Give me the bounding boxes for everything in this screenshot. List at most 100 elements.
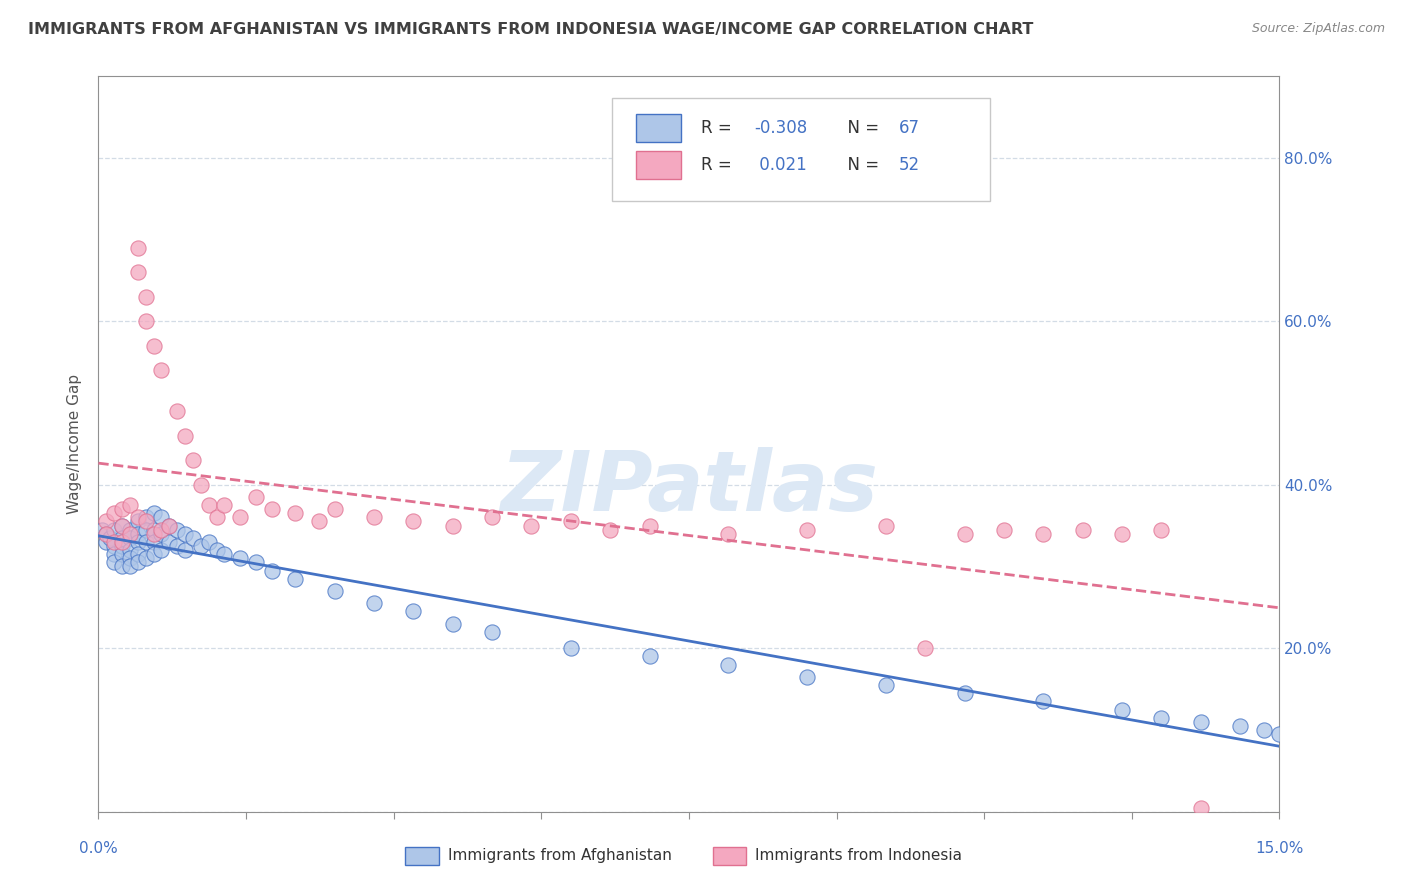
Point <box>363 596 385 610</box>
Point <box>520 518 543 533</box>
Point <box>1111 702 1133 716</box>
Point <box>127 547 149 561</box>
Point <box>142 506 165 520</box>
Point <box>150 523 173 537</box>
Point <box>205 510 228 524</box>
Point <box>560 641 582 656</box>
Text: -0.308: -0.308 <box>754 119 807 137</box>
Point <box>229 510 252 524</box>
Point <box>127 265 149 279</box>
Point <box>111 518 134 533</box>
Point <box>103 506 125 520</box>
Point <box>197 498 219 512</box>
Point <box>96 515 118 529</box>
Point <box>205 543 228 558</box>
Point <box>150 526 173 541</box>
FancyBboxPatch shape <box>612 98 990 201</box>
Point <box>1032 694 1054 708</box>
Point <box>142 547 165 561</box>
Point <box>118 543 141 558</box>
Point <box>796 523 818 537</box>
Bar <box>405 847 439 865</box>
Point <box>638 518 661 533</box>
Point <box>111 559 134 574</box>
Point <box>481 510 503 524</box>
Point <box>166 523 188 537</box>
Text: 15.0%: 15.0% <box>1256 841 1303 856</box>
Text: ZIPatlas: ZIPatlas <box>501 448 877 528</box>
Point <box>103 539 125 553</box>
Y-axis label: Wage/Income Gap: Wage/Income Gap <box>67 374 83 514</box>
Point <box>245 490 267 504</box>
Point <box>174 526 197 541</box>
Point <box>96 526 118 541</box>
Point <box>111 534 134 549</box>
Point <box>127 526 149 541</box>
Point <box>135 523 157 537</box>
Point <box>118 523 141 537</box>
Point <box>638 649 661 664</box>
Point <box>166 539 188 553</box>
Point <box>197 534 219 549</box>
Point <box>135 515 157 529</box>
Point <box>142 338 165 352</box>
Point <box>363 510 385 524</box>
Text: 0.0%: 0.0% <box>79 841 118 856</box>
Point <box>481 624 503 639</box>
Point <box>127 240 149 255</box>
Point <box>150 363 173 377</box>
Point <box>190 477 212 491</box>
Point <box>284 506 307 520</box>
Point <box>181 453 204 467</box>
Point <box>127 555 149 569</box>
Point <box>1189 800 1212 814</box>
Point <box>1111 526 1133 541</box>
Point <box>96 526 118 541</box>
Text: Immigrants from Indonesia: Immigrants from Indonesia <box>755 848 962 863</box>
Point <box>157 518 180 533</box>
Text: 67: 67 <box>900 119 920 137</box>
Point <box>157 518 180 533</box>
Point <box>127 510 149 524</box>
Point <box>875 518 897 533</box>
Point <box>260 564 283 578</box>
Point <box>118 551 141 566</box>
Point <box>150 510 173 524</box>
Point <box>166 404 188 418</box>
Point <box>599 523 621 537</box>
Point <box>1150 523 1173 537</box>
Point <box>1150 711 1173 725</box>
Point <box>96 534 118 549</box>
Point <box>135 551 157 566</box>
Point <box>174 543 197 558</box>
Point <box>229 551 252 566</box>
Point <box>190 539 212 553</box>
Point <box>323 583 346 598</box>
Text: N =: N = <box>837 119 884 137</box>
Point <box>1032 526 1054 541</box>
Point <box>1189 714 1212 729</box>
Point <box>323 502 346 516</box>
Point <box>111 518 134 533</box>
Point <box>174 428 197 442</box>
Point <box>111 547 134 561</box>
Point <box>953 686 976 700</box>
Bar <box>636 151 681 178</box>
Point <box>441 616 464 631</box>
Point <box>402 515 425 529</box>
Point <box>214 547 236 561</box>
Point <box>118 498 141 512</box>
Text: 52: 52 <box>900 156 921 174</box>
Point <box>796 670 818 684</box>
Point <box>214 498 236 512</box>
Point <box>181 531 204 545</box>
Point <box>142 534 165 549</box>
Point <box>111 531 134 545</box>
Point <box>560 515 582 529</box>
Text: N =: N = <box>837 156 884 174</box>
Point <box>717 657 740 672</box>
Point <box>127 515 149 529</box>
Point <box>135 289 157 303</box>
Text: Source: ZipAtlas.com: Source: ZipAtlas.com <box>1251 22 1385 36</box>
Point <box>1071 523 1094 537</box>
